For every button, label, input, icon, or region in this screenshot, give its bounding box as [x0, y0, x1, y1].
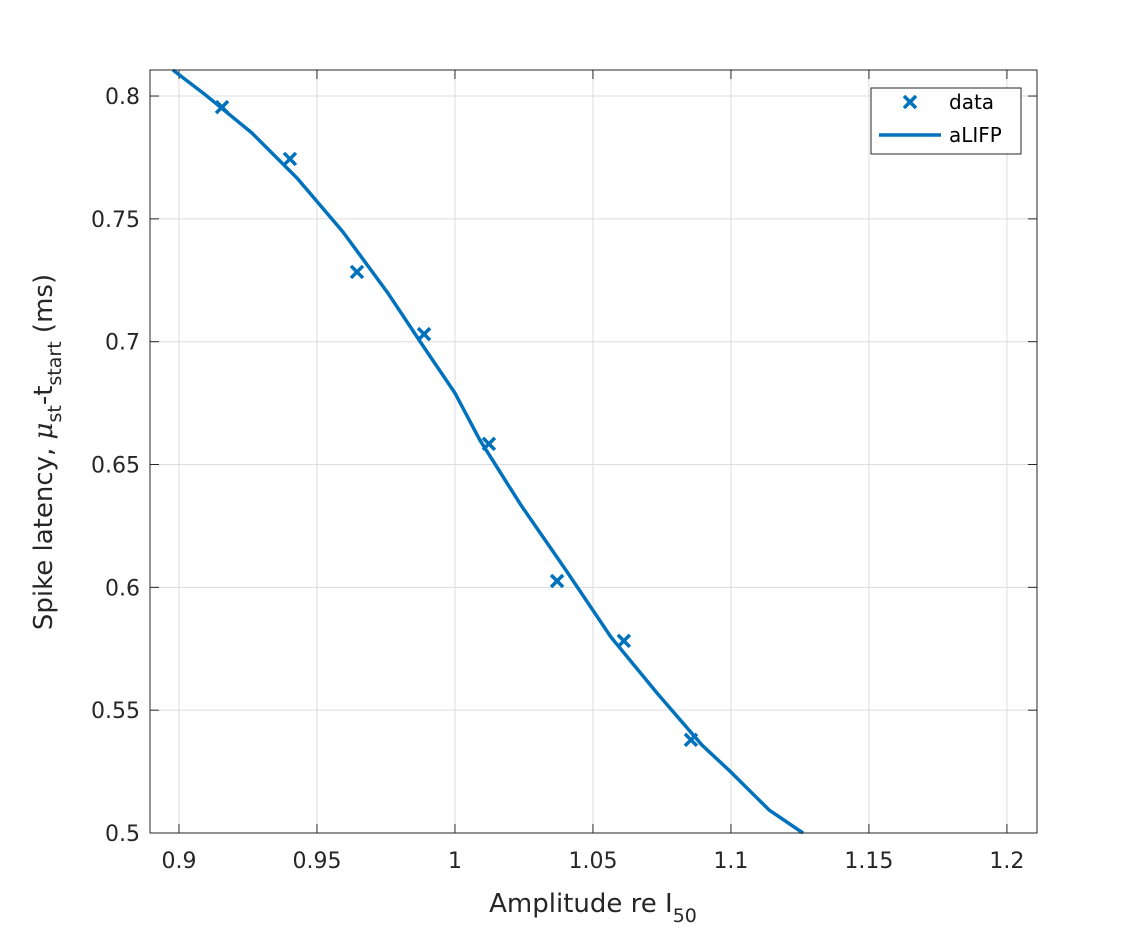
- legend-box: [870, 87, 1022, 155]
- x-tick-label: 0.95: [292, 849, 341, 874]
- marker-stroke: [214, 99, 230, 115]
- marker-stroke: [683, 732, 699, 748]
- ticks: 0.9 0.95 1 1.05 1.1 1.15 1.2 0.5 0.55 0.6 0.65 0.7 0…: [91, 70, 1037, 874]
- y-tick-label: 0.55: [91, 699, 140, 724]
- y-tick-label: 0.8: [105, 85, 140, 110]
- x-axis-label: Amplitude re I50: [489, 889, 697, 927]
- alifp-line: [171, 68, 804, 835]
- plot-frame: [149, 69, 1038, 834]
- y-tick-label: 0.7: [105, 331, 140, 356]
- x-tick-label: 0.9: [161, 849, 196, 874]
- data-point-marker: [549, 573, 565, 589]
- marker-stroke: [549, 573, 565, 589]
- marker-stroke: [349, 264, 365, 280]
- data-point-marker: [282, 151, 298, 167]
- marker-stroke: [616, 633, 632, 649]
- data-point-marker: [616, 633, 632, 649]
- x-tick-label: 1.15: [844, 849, 893, 874]
- data-point-marker: [349, 264, 365, 280]
- x-tick-label: 1: [448, 849, 462, 874]
- y-axis-label: Spike latency, μst-tstart (ms): [29, 274, 66, 630]
- legend-label-alifp: aLIFP: [949, 123, 1002, 147]
- legend-label-data: data: [949, 90, 994, 114]
- marker-stroke: [481, 436, 497, 452]
- marker-stroke: [416, 326, 432, 342]
- y-tick-label: 0.75: [91, 208, 140, 233]
- grid: [150, 70, 1037, 834]
- y-tick-label: 0.5: [105, 822, 140, 847]
- y-tick-label: 0.6: [105, 576, 140, 601]
- data-point-marker: [481, 436, 497, 452]
- y-tick-label: 0.65: [91, 454, 140, 479]
- x-tick-label: 1.05: [568, 849, 617, 874]
- x-tick-label: 1.2: [989, 849, 1024, 874]
- marker-stroke: [282, 151, 298, 167]
- data-point-marker: [214, 99, 230, 115]
- series: [171, 68, 804, 835]
- data-point-marker: [683, 732, 699, 748]
- legend-data-marker-icon: [902, 94, 918, 110]
- data-point-marker: [416, 326, 432, 342]
- legend: data aLIFP: [870, 87, 1022, 155]
- x-tick-label: 1.1: [713, 849, 748, 874]
